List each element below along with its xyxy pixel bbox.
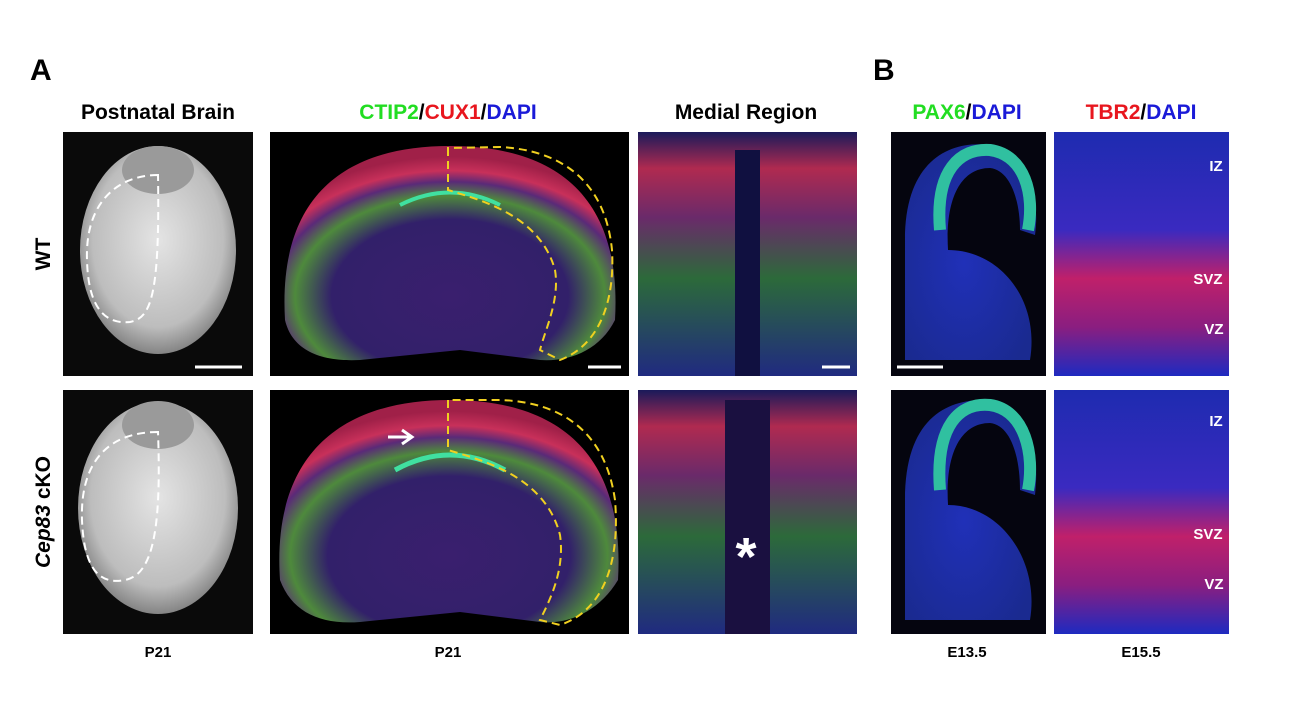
zone-label: IZ: [1209, 413, 1222, 430]
row-label: Cep83 cKO: [32, 456, 55, 568]
label-part: WT: [32, 238, 55, 271]
title-part: DAPI: [1146, 101, 1196, 124]
title-part: Postnatal Brain: [81, 101, 235, 124]
title-part: /: [481, 101, 487, 124]
olfactory: [122, 401, 194, 449]
olfactory: [122, 146, 194, 194]
outline: [447, 399, 617, 627]
image-row: *: [63, 390, 1229, 634]
age-label: E15.5: [1121, 644, 1160, 661]
title-part: Medial Region: [675, 101, 817, 124]
title-part: PAX6: [912, 101, 965, 124]
title-part: /: [966, 101, 972, 124]
title-part: TBR2: [1086, 101, 1141, 124]
column-title: CTIP2/CUX1/DAPI: [359, 101, 536, 124]
age-label: P21: [145, 644, 172, 661]
zone-label: IZ: [1209, 158, 1222, 175]
asterisk: *: [735, 527, 756, 587]
midline: [725, 400, 770, 634]
image-row: [63, 132, 1229, 376]
column-title: Medial Region: [675, 101, 817, 124]
brain: [80, 146, 236, 354]
pax6-band: [933, 143, 1037, 232]
pax6-band: [933, 398, 1037, 492]
title-part: /: [1140, 101, 1146, 124]
zone-label: SVZ: [1193, 271, 1222, 288]
title-part: DAPI: [971, 101, 1021, 124]
column-title: Postnatal Brain: [81, 101, 235, 124]
title-part: DAPI: [487, 101, 537, 124]
column-title: PAX6/DAPI: [912, 101, 1021, 124]
zone-label: SVZ: [1193, 526, 1222, 543]
tbr2-image: [1054, 132, 1229, 376]
column-title: TBR2/DAPI: [1086, 101, 1197, 124]
label-part: cKO: [32, 456, 55, 505]
arrow: [388, 428, 415, 446]
coronal-section: [284, 146, 616, 361]
panel-label: B: [873, 54, 895, 87]
zone-label: VZ: [1204, 576, 1223, 593]
tbr2-image: [1054, 390, 1229, 634]
outline: [80, 430, 160, 582]
corpus: [399, 190, 501, 207]
zone-label: VZ: [1204, 321, 1223, 338]
outline: [85, 173, 160, 324]
outline: [447, 145, 614, 362]
midline: [735, 150, 760, 376]
age-label: E13.5: [947, 644, 986, 661]
title-part: /: [419, 101, 425, 124]
title-part: CUX1: [425, 101, 481, 124]
coronal-section: [279, 400, 619, 623]
title-part: CTIP2: [359, 101, 419, 124]
age-label: P21: [435, 644, 462, 661]
row-label: WT: [32, 238, 55, 271]
label-part: Cep83: [32, 505, 55, 568]
panel-label: A: [30, 54, 52, 87]
